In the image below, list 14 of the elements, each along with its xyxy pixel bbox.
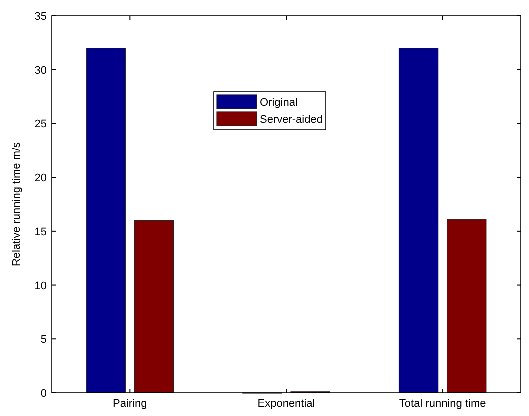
legend-label: Server-aided	[260, 114, 323, 126]
y-axis-title: Relative running time m/s	[11, 142, 23, 267]
legend-label: Original	[260, 97, 298, 109]
y-tick-label: 0	[40, 388, 47, 400]
x-tick-label: Pairing	[113, 398, 148, 410]
y-tick-label: 10	[34, 280, 47, 292]
y-tick-label: 35	[34, 11, 47, 23]
y-tick-label: 15	[34, 226, 47, 238]
y-tick-label: 20	[34, 172, 47, 185]
y-tick-label: 25	[34, 118, 47, 131]
x-tick-label: Total running time	[399, 398, 486, 410]
x-tick-label: Exponential	[258, 398, 316, 410]
y-tick-label: 5	[40, 334, 47, 346]
y-tick-label: 30	[34, 64, 47, 77]
